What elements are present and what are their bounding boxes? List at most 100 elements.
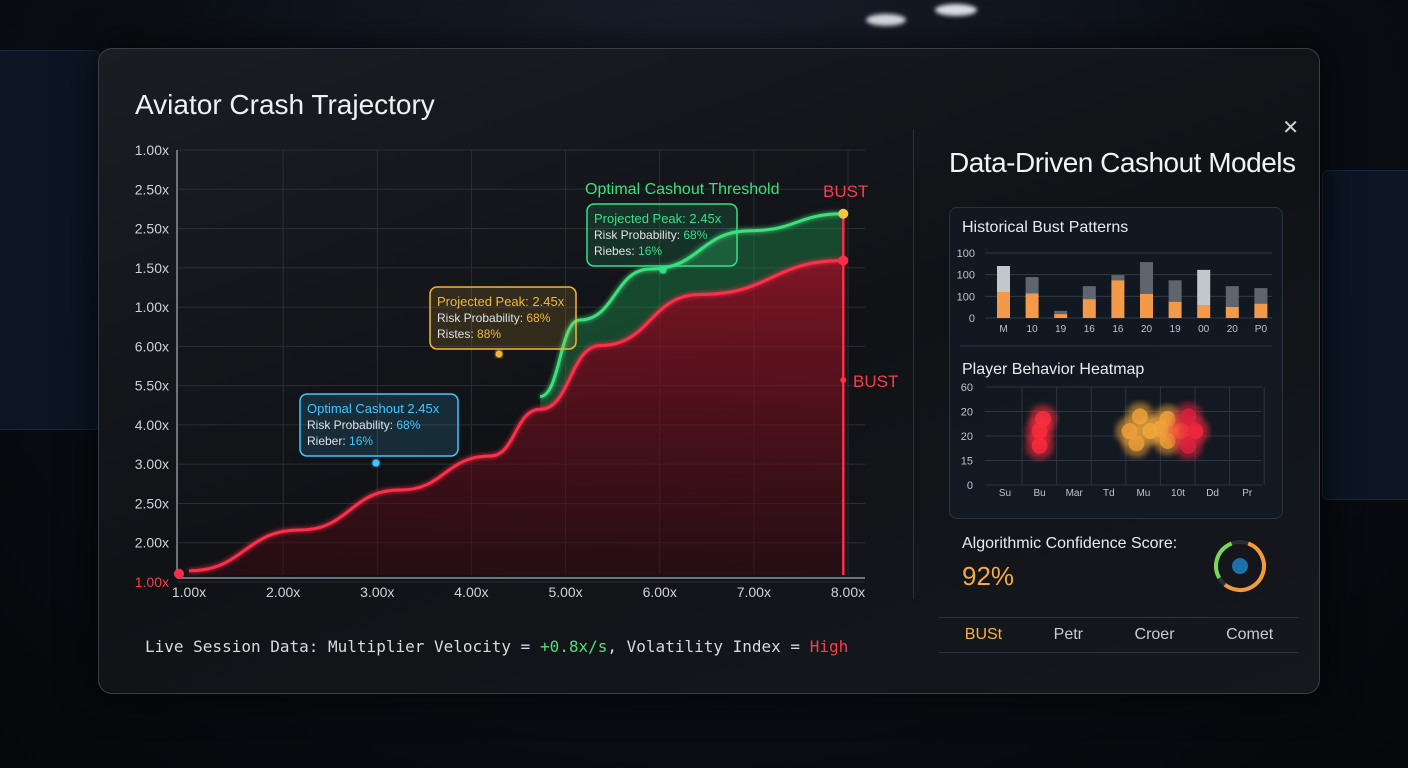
bar-segment-bust <box>1168 301 1182 318</box>
annotation-text: Riebes: <box>594 244 638 258</box>
annotation-text: Risk Probability: <box>437 311 526 325</box>
x-tick-label: Dd <box>1206 488 1219 499</box>
y-tick-label: 6.00x <box>135 338 169 354</box>
bust-label: BUST <box>823 182 868 201</box>
bar-segment-total <box>1082 286 1096 300</box>
annotation-line: Rieber: 16% <box>307 434 373 448</box>
x-tick-label: 16 <box>1112 324 1124 335</box>
annotation-text: Projected Peak: 2.45x <box>594 211 722 226</box>
gauge-arc <box>1214 540 1266 592</box>
heatmap-blob-core <box>1180 408 1197 425</box>
bar-segment-bust <box>1197 305 1211 318</box>
start-point <box>174 568 184 579</box>
footer-mid: , Volatility Index = <box>607 637 810 656</box>
bar-segment-total <box>1168 280 1182 302</box>
annotation-text: Risk Probability: <box>307 418 396 432</box>
x-tick-label: Mar <box>1066 488 1084 499</box>
y-tick-label: 3.00x <box>135 456 169 472</box>
y-tick-label: 15 <box>961 456 973 468</box>
x-tick-label: 8.00x <box>831 584 865 600</box>
threshold-area <box>540 213 844 410</box>
threshold-label: Optimal Cashout Threshold <box>585 181 779 198</box>
y-tick-label: 1.00x <box>135 574 169 590</box>
bar-segment-total <box>1111 275 1125 281</box>
annotation-line: Optimal Cashout 2.45x <box>307 401 440 416</box>
tab-croer[interactable]: Croer <box>1134 626 1175 643</box>
tab-comet[interactable]: Comet <box>1226 626 1274 643</box>
y-tick-label: 2.00x <box>135 535 169 551</box>
volatility-value: High <box>809 637 849 656</box>
x-tick-label: 20 <box>1227 324 1239 335</box>
x-tick-label: 19 <box>1055 324 1067 335</box>
annotation-line: Risk Probability: 68% <box>307 418 421 432</box>
bust-marker <box>840 377 847 383</box>
peak-point <box>838 208 849 219</box>
bust-area <box>189 260 844 575</box>
y-tick-label: 60 <box>961 382 973 394</box>
x-tick-label: Bu <box>1033 488 1045 499</box>
y-tick-label: 5.50x <box>135 378 169 394</box>
x-tick-label: Mu <box>1136 488 1150 499</box>
tab-bust[interactable]: BUSt <box>964 626 1003 643</box>
chart-title: Aviator Crash Trajectory <box>135 89 435 120</box>
annotation-line: Risk Probability: 68% <box>437 311 551 325</box>
live-session-status: Live Session Data: Multiplier Velocity =… <box>145 637 848 656</box>
annotation-text: Rieber: <box>307 434 349 448</box>
x-tick-label: 00 <box>1198 324 1210 335</box>
annotation-text: Ristes: <box>437 327 477 341</box>
x-tick-label: 5.00x <box>548 584 582 600</box>
tab-bar: BUSt Petr Croer Comet <box>939 617 1299 653</box>
annotation-pin <box>495 350 503 358</box>
bar-segment-bust <box>1225 306 1239 318</box>
y-tick-label: 2.50x <box>135 495 169 511</box>
bar-segment-total <box>1225 286 1239 307</box>
y-tick-label: 1.50x <box>135 260 169 276</box>
y-tick-label: 2.50x <box>135 221 169 237</box>
background-monitor-left <box>0 50 100 430</box>
models-card <box>949 207 1283 519</box>
bar-segment-bust <box>1111 280 1125 318</box>
annotation-value: 88% <box>477 327 501 341</box>
y-tick-label: 100 <box>957 291 975 303</box>
ceiling-light <box>935 4 977 16</box>
background-monitor-right <box>1322 170 1408 500</box>
x-tick-label: 1.00x <box>172 584 206 600</box>
x-tick-label: Su <box>999 488 1011 499</box>
x-tick-label: M <box>999 324 1007 335</box>
ceiling-light <box>866 14 906 26</box>
x-tick-label: 16 <box>1084 324 1096 335</box>
y-tick-label: 1.00x <box>135 299 169 315</box>
y-tick-label: 100 <box>957 270 975 282</box>
y-tick-label: 1.00x <box>135 142 169 158</box>
y-tick-label: 20 <box>961 407 973 419</box>
annotation-line: Riebes: 16% <box>594 244 662 258</box>
annotation-line: Risk Probability: 68% <box>594 228 708 242</box>
x-tick-label: 7.00x <box>737 584 771 600</box>
annotation-pin <box>659 266 667 274</box>
x-tick-label: Td <box>1103 488 1115 499</box>
heatmap-title: Player Behavior Heatmap <box>962 361 1145 378</box>
y-tick-label: 100 <box>957 248 975 260</box>
heatmap-blob-core <box>1031 437 1048 454</box>
crash-curve <box>188 259 844 573</box>
gauge-arc <box>1214 540 1266 592</box>
tab-petr[interactable]: Petr <box>1053 626 1083 643</box>
bar-segment-total <box>997 266 1010 292</box>
annotation-box <box>299 393 459 457</box>
annotation-text: Projected Peak: 2.45x <box>437 294 565 309</box>
bust-point <box>838 255 849 266</box>
heatmap-blob-core <box>1035 410 1052 427</box>
y-tick-label: 0 <box>969 313 975 325</box>
close-icon[interactable]: ✕ <box>1282 117 1299 139</box>
divider <box>913 129 914 599</box>
annotation-line: Projected Peak: 2.45x <box>594 211 722 226</box>
bar-segment-total <box>1054 310 1068 315</box>
y-tick-label: 2.50x <box>135 181 169 197</box>
bar-segment-bust <box>1025 293 1039 318</box>
annotation-pin <box>372 459 380 467</box>
annotation-box <box>586 203 738 267</box>
y-tick-label: 0 <box>967 480 973 492</box>
gauge-center-icon <box>1232 558 1248 574</box>
confidence-label: Algorithmic Confidence Score: <box>962 535 1178 552</box>
annotation-value: 68% <box>396 418 420 432</box>
